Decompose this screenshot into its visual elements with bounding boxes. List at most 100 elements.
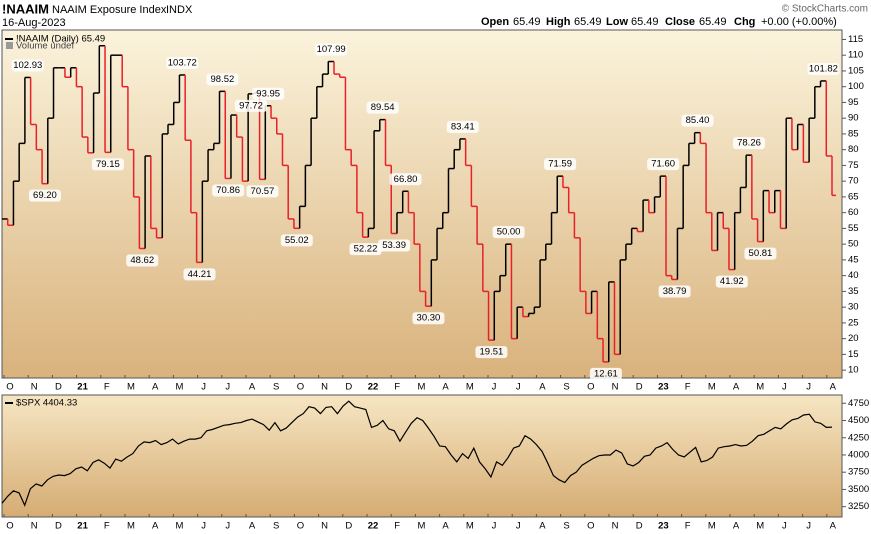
y-tick-label: 70 — [848, 176, 859, 187]
label-box — [91, 158, 124, 171]
x-tick-label: J — [492, 521, 497, 532]
label-box — [212, 184, 245, 197]
x-tick-label: D — [55, 521, 62, 532]
label-box — [733, 137, 765, 150]
x-tick-label: F — [104, 382, 110, 393]
x-tick-label: A — [249, 382, 256, 393]
chg: +0.00 (+0.00%) — [761, 16, 837, 28]
y-tick-label: 20 — [848, 333, 859, 344]
legend: !NAAIM (Daily) 65.49 — [16, 34, 105, 45]
data-label: 89.54 — [371, 102, 395, 113]
legend: Volume undef — [16, 41, 74, 52]
x-tick-label: M — [756, 382, 764, 393]
data-label: 70.57 — [251, 186, 275, 197]
label-box — [412, 312, 445, 325]
x-tick-label: M — [175, 521, 183, 532]
label-box — [11, 59, 44, 72]
x-tick-label: O — [587, 521, 594, 532]
x-tick-label: A — [539, 382, 546, 393]
label-box — [658, 285, 691, 298]
label-box — [744, 247, 777, 260]
label-box — [206, 73, 239, 86]
x-tick-label: J — [516, 382, 521, 393]
y-tick-label: 90 — [848, 113, 859, 124]
y-tick-label: 15 — [848, 349, 859, 360]
x-tick-label: N — [321, 521, 328, 532]
label-box — [349, 243, 382, 256]
label-box — [235, 99, 267, 112]
y-tick-label: 30 — [848, 302, 859, 313]
label-box — [246, 185, 279, 198]
y-tick-label: 75 — [848, 160, 859, 171]
x-tick-label: M — [175, 382, 183, 393]
x-tick-label: F — [685, 521, 691, 532]
label-box — [166, 56, 199, 69]
high: 65.49 — [574, 16, 602, 28]
x-tick-label: 23 — [658, 521, 669, 532]
x-tick-label: M — [466, 382, 474, 393]
x-tick-label: A — [830, 382, 837, 393]
y-tick-label: 25 — [848, 317, 859, 328]
x-tick-label: S — [273, 521, 279, 532]
x-tick-label: F — [104, 521, 110, 532]
y-tick-label: 3500 — [848, 484, 869, 495]
data-label: 101.82 — [809, 63, 838, 74]
data-label: 71.60 — [651, 159, 675, 170]
open: 65.49 — [513, 16, 541, 28]
x-tick-label: N — [31, 382, 38, 393]
x-tick-label: M — [708, 382, 716, 393]
label-box — [126, 254, 159, 267]
data-label: 52.22 — [354, 244, 378, 255]
x-tick-label: J — [782, 382, 787, 393]
date: 16-Aug-2023 — [2, 17, 66, 29]
data-label: 107.99 — [317, 44, 346, 55]
data-label: 93.95 — [256, 88, 280, 99]
y-tick-label: 4500 — [848, 415, 869, 426]
x-tick-label: J — [225, 521, 230, 532]
data-label: 83.41 — [451, 121, 475, 132]
x-tick-label: F — [394, 521, 400, 532]
data-label: 98.52 — [210, 74, 234, 85]
y-tick-label: 100 — [848, 81, 864, 92]
data-label: 70.86 — [216, 185, 240, 196]
data-label: 38.79 — [663, 286, 687, 297]
x-tick-label: J — [806, 382, 811, 393]
x-tick-label: S — [563, 382, 569, 393]
x-tick-label: A — [442, 521, 449, 532]
data-label: 44.21 — [188, 269, 212, 280]
data-label: 50.81 — [749, 248, 773, 259]
data-label: 41.92 — [720, 276, 744, 287]
y-tick-label: 80 — [848, 144, 859, 155]
x-tick-label: A — [152, 382, 159, 393]
y-tick-label: 3250 — [848, 501, 869, 512]
label-box — [589, 367, 622, 380]
x-tick-label: M — [127, 382, 135, 393]
x-tick-label: A — [733, 521, 740, 532]
x-tick-label: J — [201, 521, 206, 532]
x-tick-label: 21 — [77, 382, 88, 393]
y-tick-label: 35 — [848, 286, 859, 297]
x-tick-label: 23 — [658, 382, 669, 393]
data-label: 12.61 — [594, 368, 618, 379]
data-label: 78.26 — [737, 138, 761, 149]
legend-swatch — [6, 42, 13, 49]
x-tick-label: A — [442, 382, 449, 393]
data-label: 55.02 — [285, 235, 309, 246]
x-tick-label: A — [539, 521, 546, 532]
x-tick-label: D — [55, 382, 62, 393]
y-tick-label: 95 — [848, 97, 859, 108]
label-box — [446, 120, 479, 133]
close-label: Close — [665, 16, 695, 28]
index-name: NAAIM Exposure Index — [52, 4, 167, 16]
x-tick-label: A — [830, 521, 837, 532]
y-tick-label: 4000 — [848, 449, 869, 460]
x-tick-label: O — [297, 382, 304, 393]
label-box — [366, 101, 399, 114]
label-box — [475, 346, 508, 359]
x-tick-label: J — [806, 521, 811, 532]
y-tick-label: 110 — [848, 50, 863, 61]
low-label: Low — [606, 16, 628, 28]
spx-panel — [1, 394, 843, 518]
